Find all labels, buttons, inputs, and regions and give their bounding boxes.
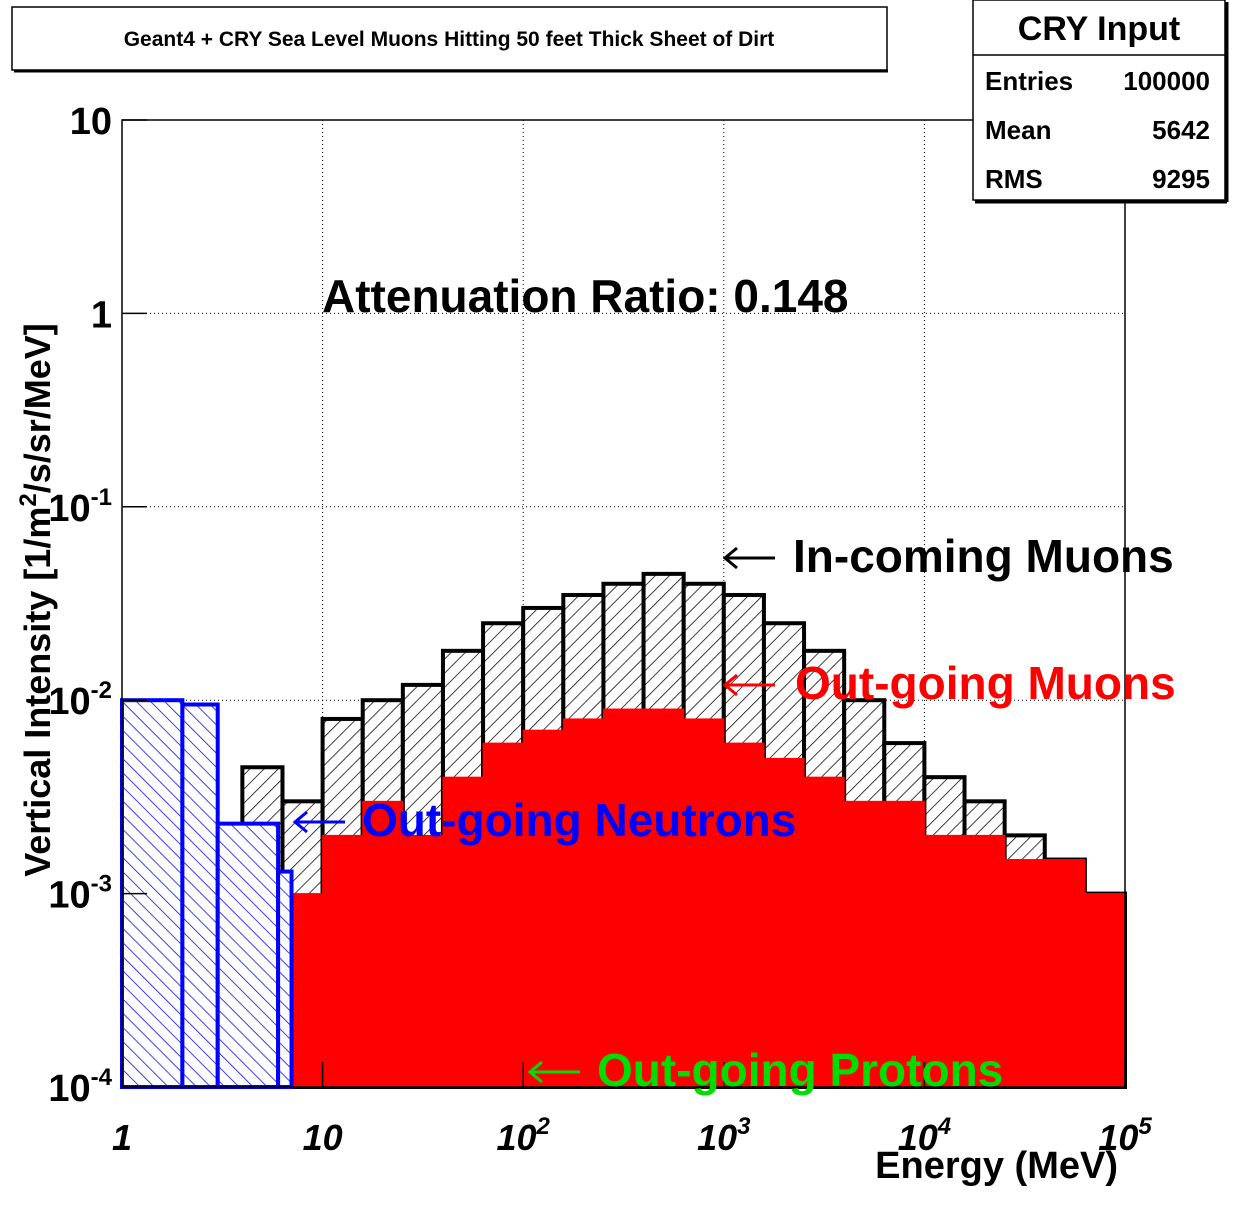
bar	[442, 776, 484, 1088]
y-axis-label: Vertical Intensity [1/m2/s/sr/MeV]	[15, 323, 58, 877]
legend-label: Out-going Neutrons	[362, 794, 796, 846]
y-tick-label: 10-1	[48, 484, 112, 530]
bar	[1004, 859, 1046, 1088]
stats-label: RMS	[985, 164, 1043, 194]
y-tick-label: 10-3	[48, 871, 112, 917]
plot	[120, 119, 1127, 1090]
title-box	[11, 6, 888, 71]
y-tick-label: 1	[91, 294, 112, 336]
bar	[723, 742, 765, 1088]
x-tick-label: 105	[1098, 1113, 1152, 1158]
arrow	[527, 1060, 580, 1084]
y-tick-label: 10	[70, 101, 112, 143]
bar	[276, 869, 294, 1089]
x-tick-label: 10	[303, 1117, 343, 1158]
bar	[1084, 893, 1126, 1088]
stats-value: 5642	[1152, 115, 1210, 145]
x-axis-label: Energy (MeV)	[875, 1145, 1118, 1187]
plot-frame	[121, 119, 1126, 1088]
y-tick-label: 10-4	[48, 1064, 112, 1110]
annotation: Attenuation Ratio: 0.148	[322, 270, 849, 322]
arrow	[292, 810, 345, 834]
bar	[883, 800, 925, 1088]
stats-box: CRY Input	[972, 0, 1229, 204]
stats-value: 100000	[1123, 66, 1210, 96]
legend-label: Out-going Muons	[795, 657, 1176, 709]
bar	[522, 729, 564, 1088]
stats-label: Entries	[985, 66, 1073, 96]
bar	[1044, 859, 1086, 1088]
arrow	[722, 546, 775, 570]
bar	[180, 702, 220, 1089]
bar	[402, 834, 444, 1088]
chart-title: Geant4 + CRY Sea Level Muons Hitting 50 …	[124, 28, 775, 51]
stats-label: Mean	[985, 115, 1051, 145]
stats-value: 9295	[1152, 164, 1210, 194]
x-tick-label: 104	[898, 1113, 951, 1158]
bar	[215, 821, 281, 1089]
arrow	[722, 673, 775, 697]
bar	[562, 718, 604, 1088]
stats-title: CRY Input	[1018, 10, 1180, 48]
bar	[643, 708, 685, 1088]
bar	[763, 757, 805, 1088]
stats-frame	[972, 0, 1226, 201]
x-tick-label: 102	[496, 1113, 550, 1158]
legend-label: In-coming Muons	[793, 530, 1174, 582]
x-tick-label: 103	[697, 1113, 751, 1158]
bar	[923, 834, 966, 1088]
y-tick-label: 10-2	[48, 677, 112, 723]
bar	[602, 708, 645, 1088]
bar	[683, 718, 725, 1088]
bar	[964, 834, 1006, 1088]
bar	[322, 834, 364, 1088]
bar	[803, 776, 845, 1088]
legend-label: Out-going Protons	[597, 1044, 1003, 1096]
x-tick-label: 1	[112, 1117, 132, 1158]
